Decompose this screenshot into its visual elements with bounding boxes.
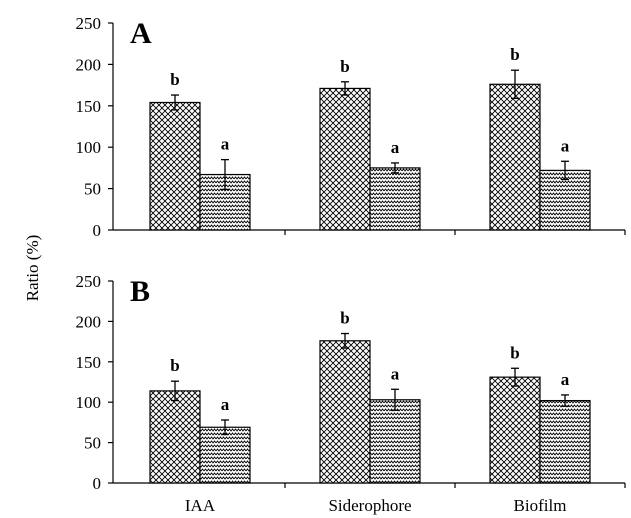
- bar: [369, 167, 421, 231]
- y-tick-label: 0: [93, 221, 102, 240]
- x-category-label: Siderophore: [328, 496, 411, 515]
- y-tick-label: 200: [76, 55, 102, 74]
- x-category-label: IAA: [185, 496, 216, 515]
- bar: [539, 399, 591, 484]
- y-tick-label: 100: [76, 393, 102, 412]
- bar: [319, 87, 371, 231]
- significance-label: b: [510, 343, 519, 362]
- significance-label: a: [391, 138, 400, 157]
- bar: [149, 390, 201, 484]
- chart-panel-a: 0 50 100 150 200 250 Ab a b a b a: [76, 14, 626, 240]
- y-tick-label: 150: [76, 353, 102, 372]
- x-category-label: Biofilm: [514, 496, 567, 515]
- y-tick-label: 50: [84, 434, 101, 453]
- bar: [369, 399, 421, 484]
- significance-label: a: [221, 135, 230, 154]
- y-tick-label: 50: [84, 180, 101, 199]
- significance-label: b: [340, 309, 349, 328]
- y-tick-label: 250: [76, 14, 102, 33]
- significance-label: a: [561, 370, 570, 389]
- significance-label: b: [170, 70, 179, 89]
- y-tick-label: 100: [76, 138, 102, 157]
- bar: [149, 101, 201, 231]
- bar: [539, 169, 591, 231]
- panel-letter: A: [130, 17, 152, 50]
- y-axis-label: Ratio (%): [23, 235, 42, 302]
- y-tick-label: 0: [93, 474, 102, 493]
- significance-label: a: [391, 364, 400, 383]
- y-tick-label: 150: [76, 97, 102, 116]
- chart-panel-b: 0 50 100 150 200 250 Bb a IAA b a Siderophore b a Biof…: [76, 272, 626, 515]
- bar: [489, 376, 541, 484]
- significance-label: b: [170, 356, 179, 375]
- y-tick-label: 250: [76, 272, 102, 291]
- significance-label: a: [561, 136, 570, 155]
- significance-label: b: [510, 45, 519, 64]
- bar: [199, 426, 251, 484]
- significance-label: a: [221, 395, 230, 414]
- panel-letter: B: [130, 275, 150, 308]
- significance-label: b: [340, 57, 349, 76]
- bar: [319, 340, 371, 484]
- bar: [489, 83, 541, 231]
- y-tick-label: 200: [76, 312, 102, 331]
- bar: [199, 173, 251, 231]
